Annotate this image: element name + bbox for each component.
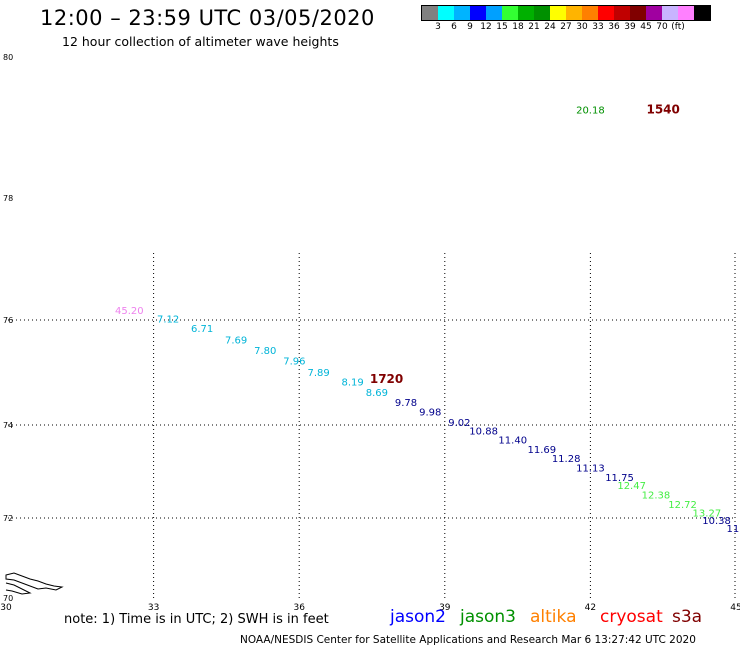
coastline-shape xyxy=(5,582,32,595)
legend-tick-label: 24 xyxy=(544,22,556,32)
color-legend: 3 6 9 12 15 18 21 24 27 30 33 36 39 45 70 (ft) xyxy=(421,5,711,35)
legend-tick-labels: 3 6 9 12 15 18 21 24 27 30 33 36 39 45 70 (ft) xyxy=(421,21,711,35)
latitude-label: 74 xyxy=(3,421,13,430)
wave-height-label: 11.28 xyxy=(552,454,581,465)
wave-height-label: 12.38 xyxy=(642,490,671,501)
wave-height-label: 7.96 xyxy=(283,357,305,368)
wave-height-label: 9.02 xyxy=(448,418,470,429)
wave-height-label: 7.69 xyxy=(225,336,247,347)
legend-swatch xyxy=(678,6,694,20)
satellite-altika-label: altika xyxy=(530,607,577,627)
wave-height-label: 20.18 xyxy=(576,105,605,116)
wave-height-label: 11.24 xyxy=(727,524,740,535)
legend-tick-label: 45 xyxy=(640,22,652,32)
legend-tick-label: 3 xyxy=(435,22,441,32)
wave-height-label: 10.38 xyxy=(702,516,731,527)
wave-height-label: 7.12 xyxy=(157,315,179,326)
wave-height-label: 11.13 xyxy=(576,464,605,475)
satellite-s3a-label: s3a xyxy=(672,607,703,627)
wave-height-label: 9.98 xyxy=(419,408,441,419)
legend-tick-label: 36 xyxy=(608,22,620,32)
wave-height-label: 11.69 xyxy=(528,445,557,456)
legend-tick-label: 39 xyxy=(624,22,636,32)
pass-time-label: 1540 xyxy=(646,102,679,116)
legend-tick-label: 33 xyxy=(592,22,604,32)
legend-swatch xyxy=(630,6,646,20)
legend-swatch xyxy=(502,6,518,20)
wave-height-label: 11.75 xyxy=(605,473,634,484)
legend-tick-label: 6 xyxy=(451,22,457,32)
legend-tick-label: 12 xyxy=(480,22,492,32)
wave-height-label: 9.78 xyxy=(395,398,417,409)
wave-height-label: 6.71 xyxy=(191,324,213,335)
wave-height-label: 12.47 xyxy=(617,481,646,492)
legend-swatch xyxy=(438,6,454,20)
latitude-label: 76 xyxy=(3,316,13,325)
legend-swatches xyxy=(421,5,711,21)
legend-tick-label: 70 xyxy=(656,22,668,32)
legend-tick-label: 30 xyxy=(576,22,588,32)
wave-height-label: 7.89 xyxy=(307,368,329,379)
page-subtitle: 12 hour collection of altimeter wave hei… xyxy=(62,34,339,49)
legend-swatch xyxy=(550,6,566,20)
wave-height-label: 8.69 xyxy=(366,388,388,399)
longitude-label: 42 xyxy=(585,603,596,613)
legend-swatch xyxy=(566,6,582,20)
legend-tick-label: 21 xyxy=(528,22,540,32)
wave-height-label: 45.20 xyxy=(115,306,144,317)
latitude-label: 80 xyxy=(3,53,13,62)
page-title: 12:00 – 23:59 UTC 03/05/2020 xyxy=(40,6,375,30)
longitude-label: 36 xyxy=(293,603,305,613)
longitude-label: 33 xyxy=(148,603,159,613)
legend-swatch xyxy=(470,6,486,20)
wave-height-label: 8.19 xyxy=(341,378,363,389)
satellite-cryosat-label: cryosat xyxy=(600,607,663,627)
legend-swatch xyxy=(614,6,630,20)
legend-tick-label: 9 xyxy=(467,22,473,32)
longitude-label: 30 xyxy=(0,603,12,613)
legend-tick-label: 18 xyxy=(512,22,524,32)
legend-swatch xyxy=(534,6,550,20)
legend-swatch xyxy=(646,6,662,20)
credit-line: NOAA/NESDIS Center for Satellite Applica… xyxy=(240,634,696,646)
wave-height-label: 13.27 xyxy=(693,509,722,520)
longitude-label: 45 xyxy=(730,603,740,613)
footer-note: note: 1) Time is in UTC; 2) SWH is in fe… xyxy=(64,612,329,627)
wave-height-label: 10.88 xyxy=(469,426,498,437)
latitude-label: 78 xyxy=(3,194,13,203)
legend-swatch xyxy=(422,6,438,20)
wave-height-label: 12.72 xyxy=(668,500,697,511)
legend-swatch xyxy=(582,6,598,20)
legend-tick-label: 15 xyxy=(496,22,508,32)
pass-time-label: 1720 xyxy=(370,372,403,386)
legend-swatch xyxy=(486,6,502,20)
wave-height-label: 11.40 xyxy=(498,436,527,447)
legend-swatch xyxy=(518,6,534,20)
wave-height-label: 7.80 xyxy=(254,346,276,357)
latitude-label: 70 xyxy=(3,594,13,603)
legend-swatch xyxy=(598,6,614,20)
legend-swatch xyxy=(694,6,710,20)
legend-swatch xyxy=(662,6,678,20)
satellite-jason2-label: jason2 xyxy=(390,607,446,627)
coastline-shape xyxy=(5,572,64,591)
legend-swatch xyxy=(454,6,470,20)
satellite-jason3-label: jason3 xyxy=(460,607,516,627)
legend-tick-label: 27 xyxy=(560,22,572,32)
latitude-label: 72 xyxy=(3,514,13,523)
longitude-label: 39 xyxy=(439,603,451,613)
legend-tick-label: (ft) xyxy=(671,22,685,32)
